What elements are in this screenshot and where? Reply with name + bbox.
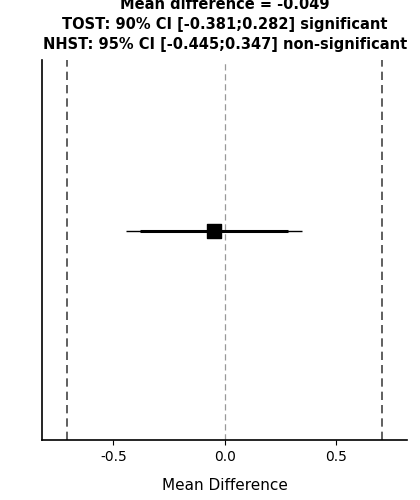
- X-axis label: Mean Difference: Mean Difference: [162, 478, 288, 492]
- Title: Equivalence bounds -0.706 and 0.706
Mean difference = -0.049
TOST: 90% CI [-0.38: Equivalence bounds -0.706 and 0.706 Mean…: [42, 0, 407, 52]
- Point: [210, 227, 217, 235]
